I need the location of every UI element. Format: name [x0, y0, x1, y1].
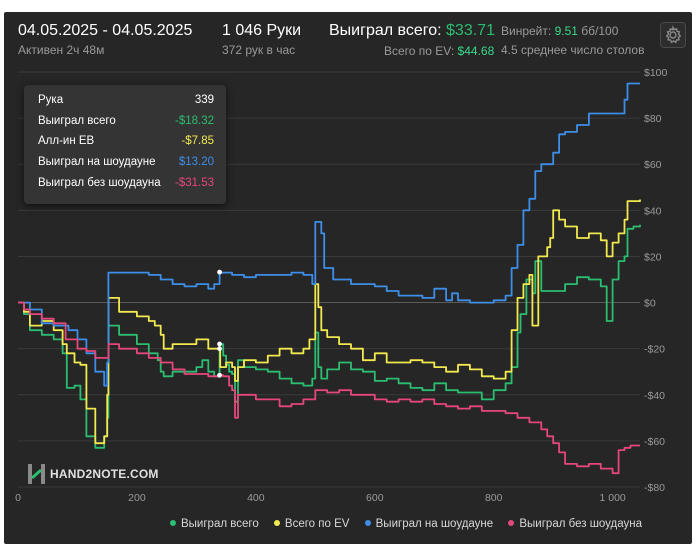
hover-point-3: [217, 372, 222, 378]
series-line-2: [18, 82, 640, 387]
legend-item-non-showdown[interactable]: Выиграл без шоудауна: [508, 518, 642, 530]
tooltip-value: -$31.53: [174, 177, 214, 189]
x-tick-label: 1 000: [600, 492, 626, 504]
avg-tables: 4.5 среднее число столов: [501, 43, 645, 57]
tooltip-label: Алл-ин ЕВ: [38, 135, 95, 147]
active-time: Активен 2ч 48м: [18, 43, 105, 57]
legend-item-won-total[interactable]: Выиграл всего: [170, 518, 259, 530]
legend-label: Выиграл на шоудауне: [375, 518, 494, 530]
y-tick-label: $40: [644, 205, 662, 217]
legend-item-ev[interactable]: Всего по EV: [273, 518, 350, 530]
series-line-1: [18, 199, 641, 445]
date-range[interactable]: 04.05.2025 - 04.05.2025: [18, 22, 193, 39]
won-total: Выиграл всего: $33.71: [329, 22, 495, 40]
won-total-value: $33.71: [446, 22, 495, 39]
y-tick-label: -$60: [644, 436, 665, 448]
y-tick-label: -$20: [644, 344, 665, 356]
legend-label: Выиграл всего: [181, 518, 259, 530]
legend-dot: [364, 519, 371, 526]
tooltip-row-won-total: Выиграл всего -$18.32: [38, 115, 214, 133]
hand2note-logo: [27, 462, 47, 486]
hands-count: 1 046 Руки: [222, 22, 302, 39]
tooltip-label: Рука: [38, 94, 64, 106]
winrate-unit: бб/100: [581, 24, 619, 38]
won-total-label: Выиграл всего:: [329, 22, 442, 39]
x-tick-label: 400: [247, 492, 265, 504]
x-tick-label: 800: [485, 492, 503, 504]
y-tick-label: $100: [644, 67, 668, 79]
winrate-value: 9.51: [554, 24, 578, 38]
tooltip-value: -$18.32: [174, 115, 214, 127]
y-tick-label: -$40: [644, 390, 665, 402]
tooltip-label: Выиграл всего: [38, 115, 116, 127]
hands-per-hour: 372 рук в час: [222, 43, 296, 57]
legend-dot: [170, 519, 176, 526]
legend-dot: [508, 519, 515, 526]
hover-tooltip: Рука 339 Выиграл всего -$18.32 Алл-ин ЕВ…: [24, 85, 226, 204]
h-logo-icon: [28, 464, 45, 484]
ev-label: Всего по EV:: [384, 44, 455, 58]
y-tick-label: $60: [644, 159, 662, 171]
legend-dot: [273, 519, 280, 526]
legend-item-showdown[interactable]: Выиграл на шоудауне: [364, 518, 494, 530]
series-line-3: [18, 301, 640, 475]
chart-legend: Выиграл всего Всего по EV Выиграл на шоу…: [170, 518, 654, 534]
tooltip-row-hand: Рука 339: [38, 94, 214, 112]
tooltip-label: Выиграл без шоудауна: [38, 177, 161, 189]
tooltip-row-showdown: Выиграл на шоудауне $13.20: [38, 156, 214, 174]
tooltip-value: 339: [194, 94, 214, 106]
winrate-label: Винрейт:: [501, 24, 552, 38]
hover-point-2: [217, 269, 222, 275]
winrate: Винрейт: 9.51 бб/100: [501, 24, 618, 38]
ev-total: Всего по EV: $44.68: [384, 44, 494, 58]
tooltip-value: -$7.85: [181, 135, 214, 147]
legend-label: Всего по EV: [284, 518, 350, 530]
x-tick-label: 600: [366, 492, 384, 504]
y-tick-label: -$80: [644, 482, 665, 494]
y-tick-label: $20: [644, 251, 662, 263]
tooltip-value: $13.20: [178, 156, 214, 168]
tooltip-row-non-showdown: Выиграл без шоудауна -$31.53: [38, 177, 214, 195]
gear-icon: [665, 25, 682, 44]
ev-value: $44.68: [457, 44, 495, 58]
x-tick-label: 200: [128, 492, 146, 504]
logo-text: HAND2NOTE.COM: [50, 467, 159, 481]
x-tick-label: 0: [15, 492, 21, 504]
settings-button[interactable]: [660, 22, 686, 48]
hover-point-0: [217, 341, 222, 347]
tooltip-row-allin-ev: Алл-ин ЕВ -$7.85: [38, 135, 214, 153]
y-tick-label: $80: [644, 113, 662, 125]
tooltip-label: Выиграл на шоудауне: [38, 156, 156, 168]
y-tick-label: $0: [644, 298, 656, 310]
legend-label: Выиграл без шоудауна: [519, 518, 643, 530]
hover-point-1: [217, 346, 222, 352]
